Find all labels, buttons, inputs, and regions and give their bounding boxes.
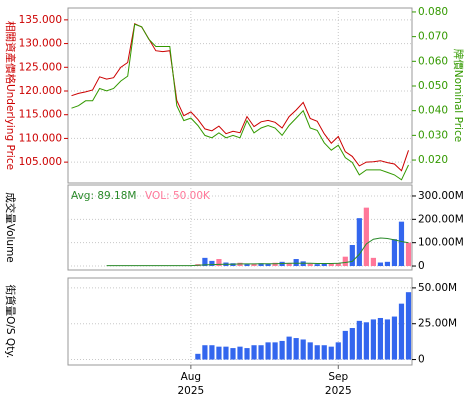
bar [328, 263, 334, 267]
bar [363, 322, 369, 360]
panel-frame [67, 277, 413, 366]
bar [405, 242, 412, 267]
bar [272, 342, 278, 360]
bar [314, 345, 320, 360]
bar [349, 245, 355, 267]
bar [209, 260, 215, 267]
bar [251, 263, 257, 267]
y2-tick-label: 0.050 [418, 80, 448, 92]
axis-title: 成交量Volume [4, 192, 17, 263]
y2-tick-label: 0.040 [418, 105, 448, 117]
panel-frame [67, 184, 413, 271]
bar [342, 256, 348, 267]
bar [216, 259, 222, 267]
bar [237, 346, 243, 360]
bar [293, 259, 299, 267]
bar [202, 257, 208, 267]
y2-tick-label: 0.080 [418, 6, 448, 18]
bar [405, 292, 412, 360]
bar [251, 345, 257, 360]
y-tick-label: 110.000 [19, 132, 62, 144]
bar [370, 319, 376, 360]
bar [279, 340, 285, 360]
price-line [71, 22, 409, 172]
axis-title: 街貨量O/S Qty. [4, 285, 17, 359]
annotation: Avg: 89.18M [71, 190, 136, 202]
y-tick-label: 125.000 [19, 61, 62, 73]
bar [307, 263, 313, 267]
bar [335, 342, 341, 360]
y-tick-label: 130.000 [19, 38, 62, 50]
x-tick-label: Aug [181, 371, 202, 383]
bar [216, 346, 222, 360]
bar [272, 262, 278, 267]
bar [286, 263, 292, 267]
y2-tick-label: 25.00M [418, 318, 457, 330]
bar [314, 264, 320, 267]
bar [321, 345, 327, 360]
y2-tick-label: 300.00M [418, 190, 464, 202]
bar [195, 353, 201, 360]
bar [293, 338, 299, 360]
y2-tick-label: 0.070 [418, 31, 448, 43]
bar [265, 342, 271, 360]
bar [363, 207, 369, 267]
bar [391, 316, 398, 360]
bar [349, 328, 355, 360]
bar [286, 336, 292, 360]
y2-tick-label: 0 [418, 260, 425, 272]
y2-tick-label: 100.00M [418, 237, 464, 249]
bar [356, 320, 362, 360]
bar [244, 264, 250, 267]
y-tick-label: 135.000 [19, 14, 62, 26]
panel-frame [67, 7, 413, 184]
y-tick-label: 115.000 [19, 109, 62, 121]
price-line [71, 23, 409, 181]
bar [384, 319, 391, 360]
bar [230, 348, 236, 360]
axis-title: 相關資產價格Underlying Price [4, 21, 17, 170]
bar [321, 263, 327, 267]
y-tick-label: 120.000 [19, 85, 62, 97]
bar [328, 346, 334, 360]
bar [398, 303, 405, 360]
bar [391, 239, 398, 267]
bar [398, 221, 405, 267]
y2-tick-label: 0.030 [418, 129, 448, 141]
bar [342, 330, 348, 360]
bar [370, 257, 376, 267]
y2-tick-label: 0 [418, 354, 425, 366]
x-tick-label: 2025 [177, 385, 204, 397]
x-tick-label: 2025 [325, 385, 352, 397]
bar [202, 345, 208, 360]
bar [258, 345, 264, 360]
annotation: VOL: 50.00K [145, 190, 211, 202]
axis-title: 牌價Nominal Price [452, 49, 465, 142]
bar [258, 263, 264, 267]
bar [244, 348, 250, 360]
y2-tick-label: 50.00M [418, 282, 457, 294]
y2-tick-label: 0.020 [418, 154, 448, 166]
average-line [106, 237, 409, 267]
bar [377, 317, 384, 360]
y2-tick-label: 0.060 [418, 55, 448, 67]
bar [300, 339, 306, 360]
x-tick-label: Sep [328, 371, 348, 383]
bar [209, 345, 215, 360]
bar [223, 346, 229, 360]
bar [384, 261, 391, 267]
bar [356, 218, 362, 267]
bar [307, 342, 313, 360]
bar [377, 262, 384, 267]
bar [335, 263, 341, 267]
y-tick-label: 105.000 [19, 156, 62, 168]
y2-tick-label: 200.00M [418, 213, 464, 225]
bar [265, 263, 271, 267]
